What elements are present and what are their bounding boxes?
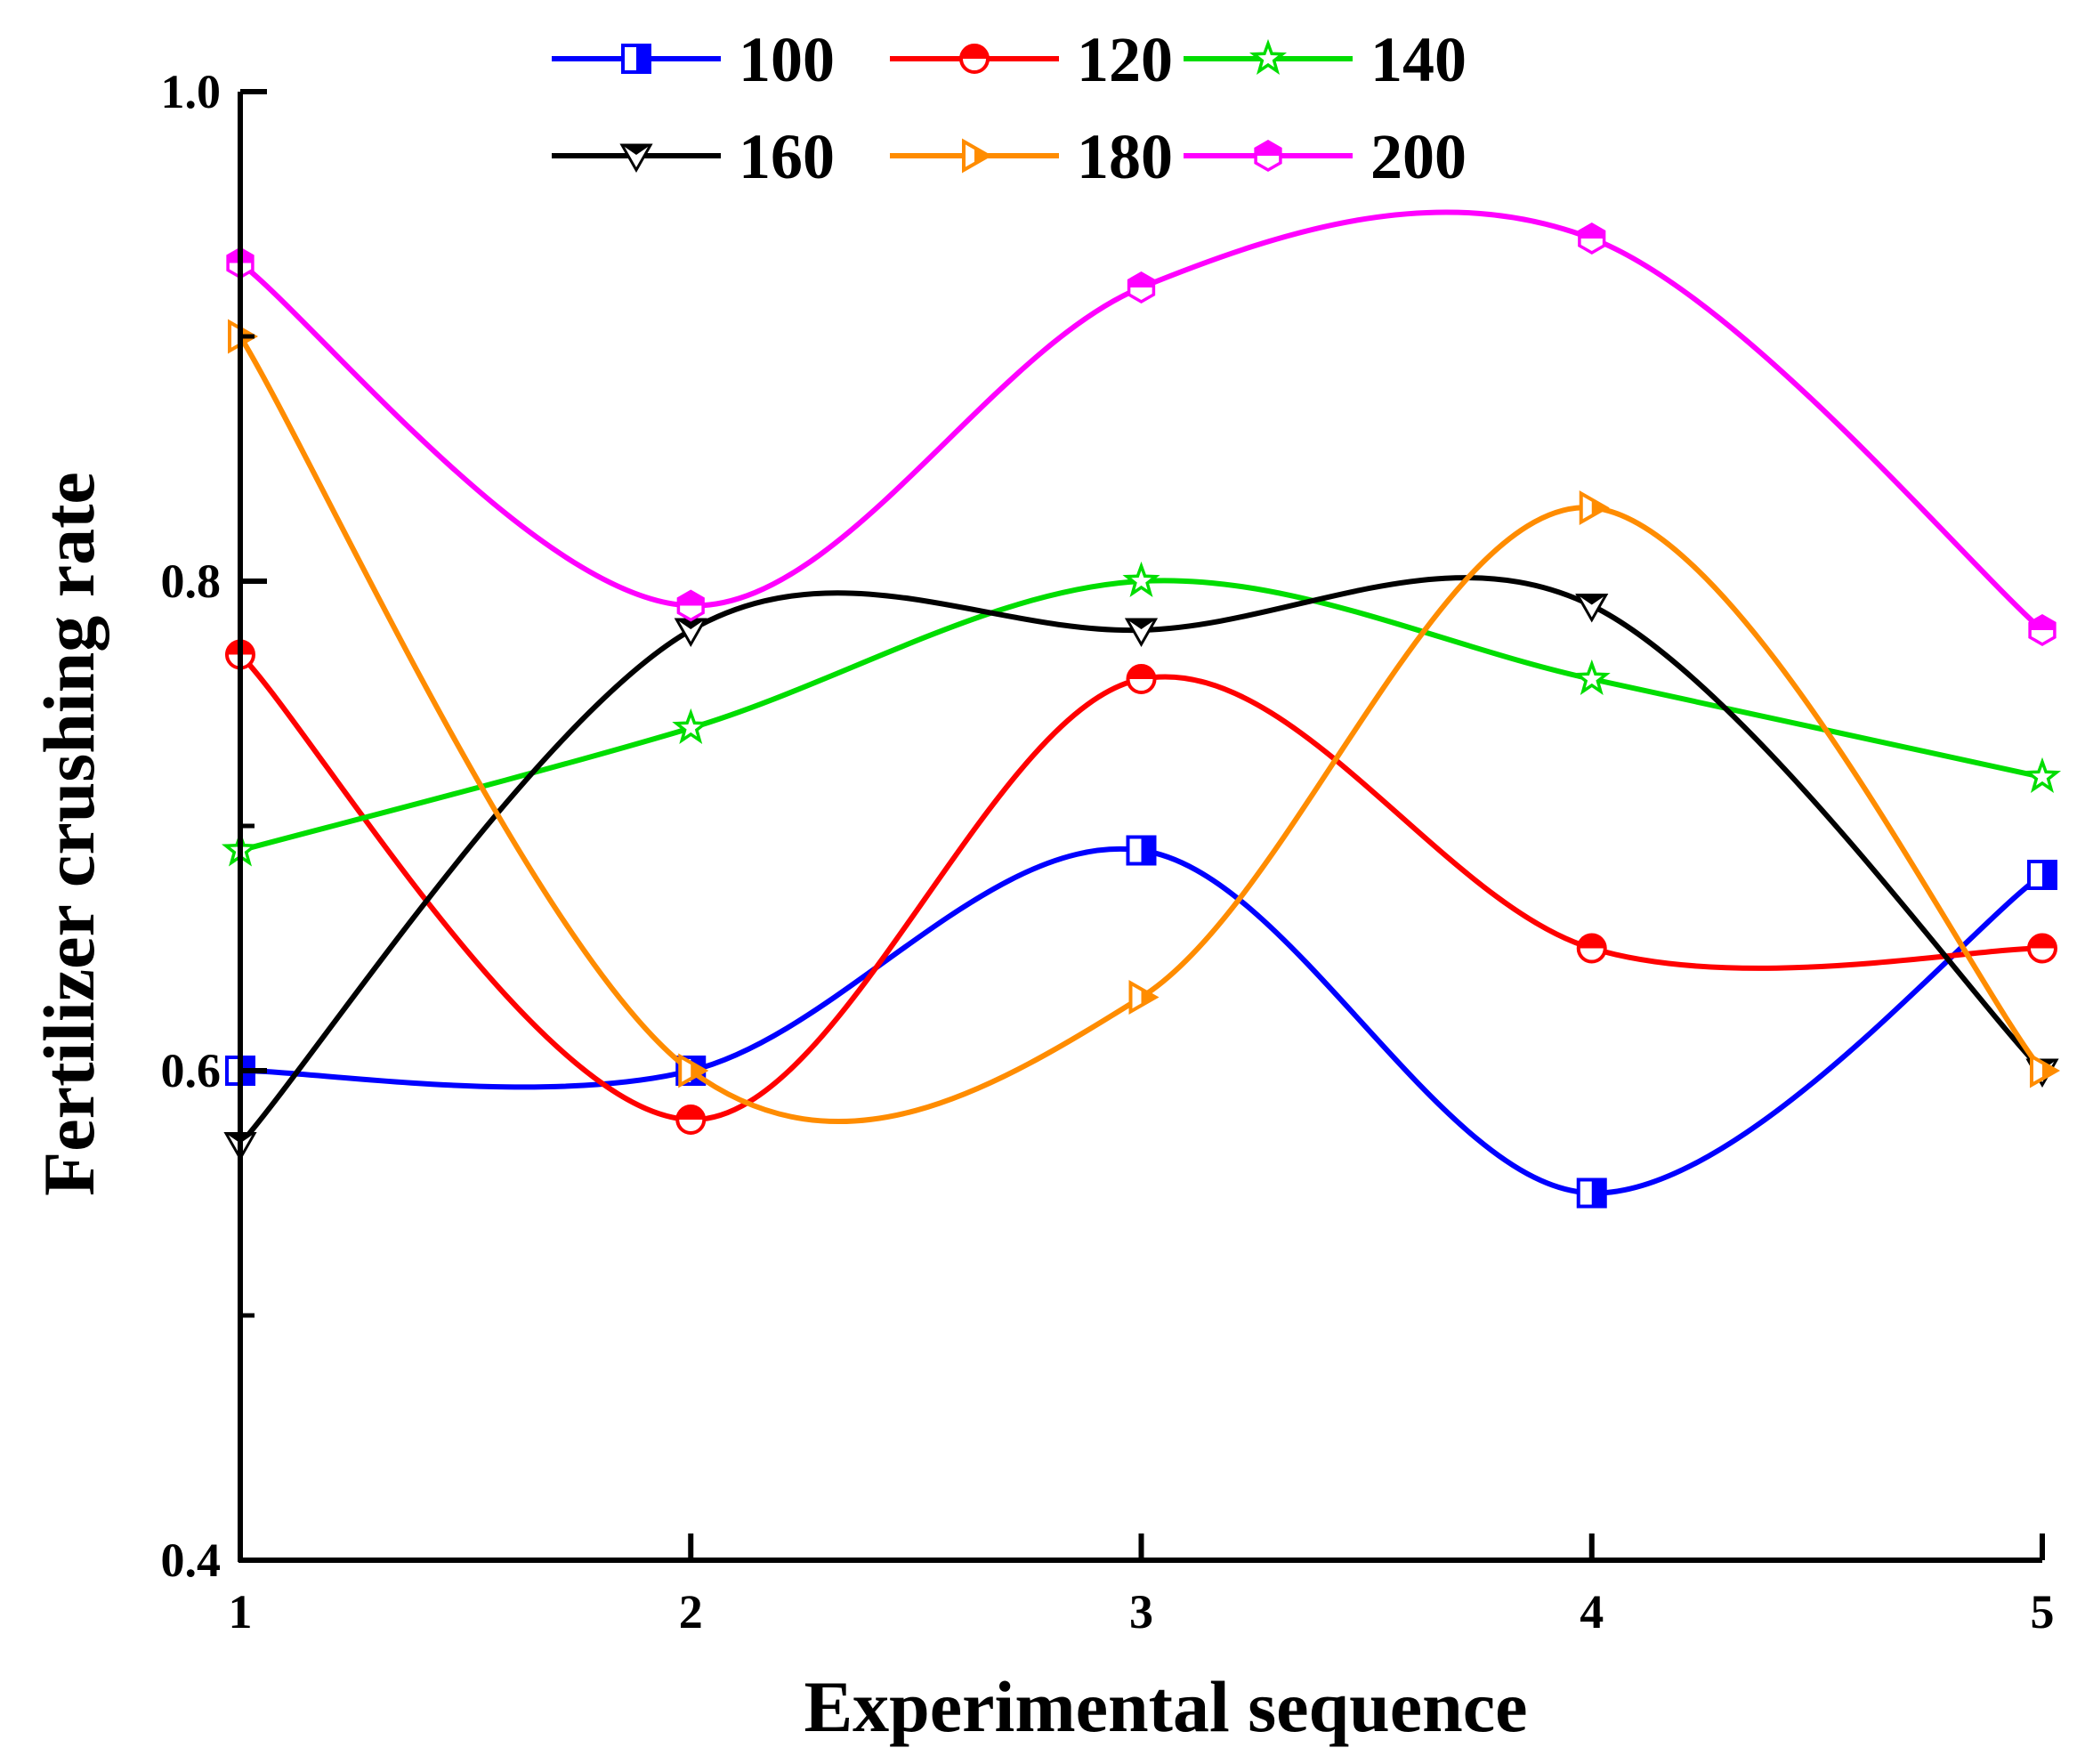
data-point-120-3 [1126,664,1157,694]
y-tick-label: 0.8 [161,554,222,608]
legend-label: 180 [1077,121,1173,192]
data-point-180-5 [2030,1053,2061,1088]
data-point-180-4 [1579,490,1610,525]
series-line-120 [238,652,2043,1123]
series-200 [226,209,2057,647]
legend-item-120: 120 [890,24,1173,95]
series-100 [225,835,2057,1209]
legend-label: 140 [1370,24,1467,95]
data-point-120-5 [2027,933,2057,964]
x-tick-label: 4 [1580,1585,1604,1639]
data-point-180-2 [678,1053,709,1088]
data-point-140-2 [672,708,710,744]
data-point-160-3 [1124,618,1159,648]
x-tick-label: 5 [2031,1585,2055,1639]
legend-marker-120 [959,44,990,74]
legend-marker-100 [621,44,651,74]
data-point-160-4 [1575,594,1609,623]
legend-item-180: 180 [890,121,1173,192]
x-tick-label: 2 [679,1585,703,1639]
legend-marker-200 [1254,139,1282,173]
legend-marker-160 [619,143,653,174]
legend-label: 120 [1077,24,1173,95]
x-tick-label: 3 [1129,1585,1153,1639]
data-point-200-3 [1127,271,1156,304]
legend-marker-180 [962,138,993,174]
legend-item-200: 200 [1184,121,1467,192]
series-120 [225,639,2057,1135]
y-tick-label: 1.0 [161,65,222,118]
y-axis-title: Fertilizer crushing rate [28,472,109,1196]
data-point-200-5 [2028,613,2057,647]
data-point-200-4 [1578,222,1606,255]
series-layer [221,209,2062,1209]
y-tick-label: 0.4 [161,1533,222,1587]
data-point-140-4 [1572,659,1611,695]
data-point-120-2 [675,1105,707,1135]
series-line-100 [239,846,2044,1196]
data-point-100-5 [2027,860,2057,890]
legend-label: 160 [739,121,835,192]
legend-label: 100 [739,24,835,95]
legend-item-100: 100 [552,24,835,95]
data-point-140-5 [2023,757,2062,793]
data-point-140-3 [1122,561,1160,597]
data-point-180-3 [1128,980,1160,1015]
x-axis-title: Experimental sequence [804,1666,1527,1747]
y-tick-label: 0.6 [161,1044,222,1097]
x-tick-label: 1 [229,1585,253,1639]
data-point-120-4 [1576,933,1607,964]
data-point-100-4 [1576,1177,1607,1209]
legend-item-140: 140 [1184,24,1467,95]
legend: 100 120 140 160 180 200 [552,24,1467,192]
data-point-200-2 [676,589,705,622]
data-point-160-2 [674,618,707,648]
legend-label: 200 [1370,121,1467,192]
legend-item-160: 160 [552,121,835,192]
axes: 0.4 0.6 0.8 1.0 1 2 3 4 5 [161,65,2055,1639]
data-point-100-3 [1126,835,1157,866]
legend-marker-140 [1249,38,1288,75]
